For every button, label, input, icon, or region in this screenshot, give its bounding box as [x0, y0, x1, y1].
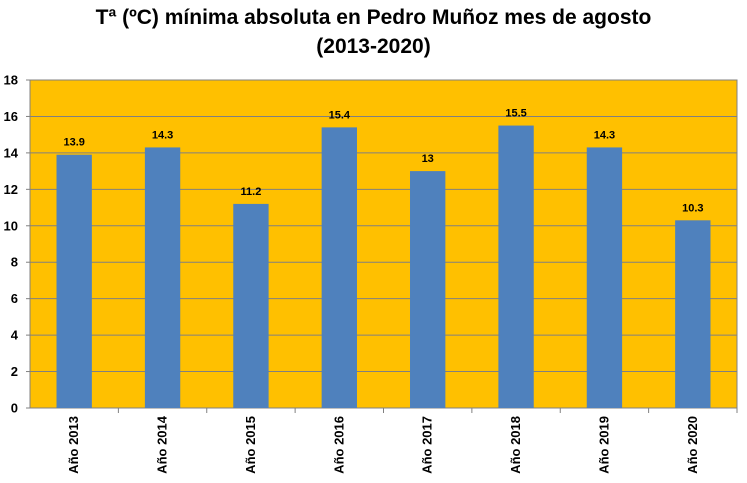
x-tick-label: Año 2018: [508, 416, 523, 474]
y-tick-label: 0: [11, 401, 18, 416]
y-tick-label: 2: [11, 364, 18, 379]
data-label: 13.9: [63, 137, 84, 149]
x-tick-label: Año 2014: [155, 415, 170, 474]
bar: [675, 220, 711, 408]
y-tick-label: 14: [4, 145, 19, 160]
y-tick-label: 12: [4, 182, 18, 197]
data-label: 10.3: [682, 202, 703, 214]
y-tick-label: 6: [11, 291, 18, 306]
data-label: 11.2: [241, 186, 262, 198]
plot-background: [29, 79, 738, 409]
x-tick-label: Año 2019: [596, 416, 611, 474]
data-label: 15.4: [329, 109, 351, 121]
bar: [498, 125, 534, 409]
plot-area: 0 2 4 6 8 10 12 14 16 18 13.9 Año 2013 14.3 Año 2014 1…: [4, 73, 738, 474]
x-tick-label: Año 2020: [685, 416, 700, 474]
bar: [233, 203, 269, 408]
bar: [56, 154, 92, 408]
bar: [144, 147, 181, 408]
data-label: 15.5: [505, 108, 526, 120]
x-tick-label: Año 2016: [331, 416, 346, 474]
bar: [410, 171, 446, 408]
x-tick-label: Año 2015: [243, 416, 258, 474]
x-tick-label: Año 2013: [66, 416, 81, 474]
y-tick-label: 8: [11, 255, 18, 270]
data-label: 14.3: [152, 129, 173, 141]
bar: [321, 127, 357, 408]
bar: [586, 147, 623, 408]
y-tick-label: 4: [11, 328, 19, 343]
y-tick-label: 10: [4, 218, 18, 233]
y-tick-label: 18: [4, 73, 18, 88]
chart-subtitle: (2013-2020): [316, 35, 431, 58]
chart-title: Tª (ºC) mínima absoluta en Pedro Muñoz m…: [95, 6, 652, 29]
data-label: 13: [422, 153, 434, 165]
x-tick-label: Año 2017: [420, 416, 435, 474]
y-tick-label: 16: [4, 109, 18, 124]
data-label: 14.3: [594, 129, 615, 141]
